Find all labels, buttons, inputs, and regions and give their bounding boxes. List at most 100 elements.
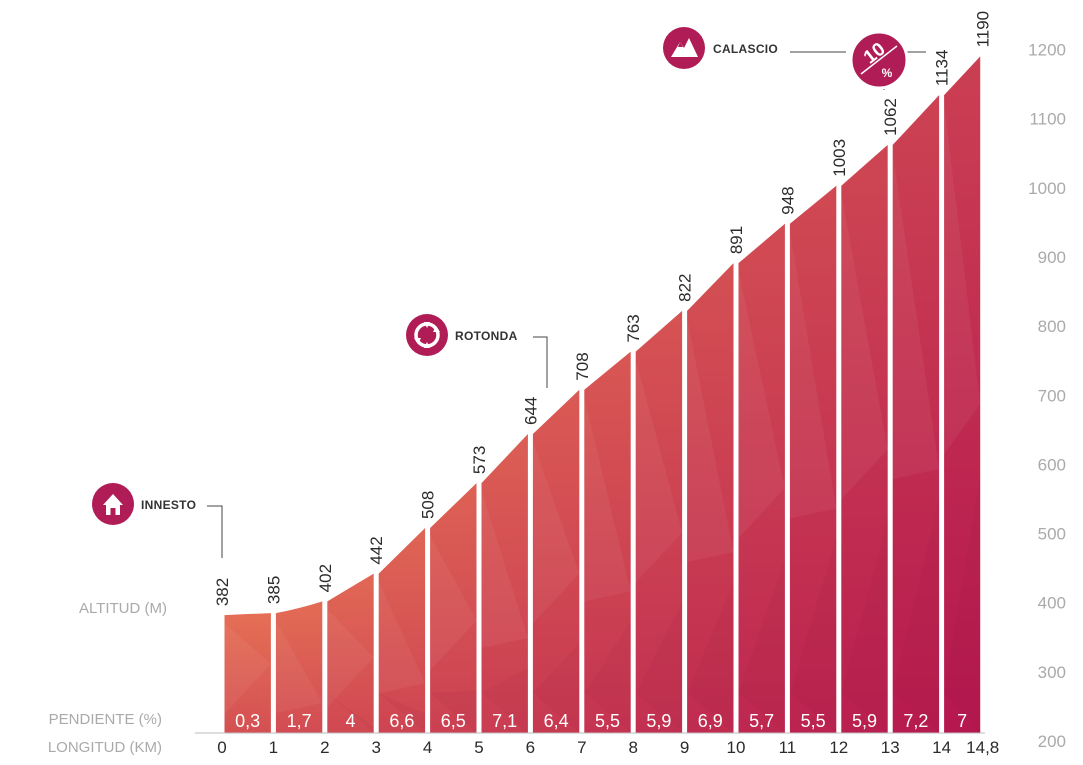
altitude-label: 708 [573,352,592,380]
segment-facet [738,271,785,539]
segment-facet [378,581,426,694]
house-icon [92,483,134,525]
slope-label: 1,7 [287,711,312,731]
segment-facet [841,519,888,733]
max-gradient-badge: 10 % [849,30,909,90]
mountain-icon [663,27,705,69]
altitude-label: 1062 [881,98,900,136]
segment-facet [892,152,940,479]
profile-segment [892,95,940,734]
x-axis-ticks: 0 1 2 3 4 5 6 7 8 9 10 11 12 13 14 14,8 [217,738,999,757]
badge-unit: % [882,66,893,80]
poi-calascio: CALASCIO 10 % [663,27,926,90]
x-tick-label: 6 [526,738,535,757]
segment-facet [789,231,837,519]
row-label-altitude: ALTITUD (M) [79,600,167,617]
profile-segment [224,613,271,733]
segment-facet [738,558,785,733]
altitude-label: 891 [727,226,746,254]
y-tick-label: 200 [1038,732,1066,751]
x-tick-label: 11 [779,738,797,757]
segment-facet [841,193,888,500]
altitude-label: 573 [470,446,489,474]
y-tick-label: 400 [1038,594,1066,613]
slope-label: 7 [957,711,967,731]
profile-facets [224,103,981,735]
y-tick-label: 900 [1038,248,1066,267]
segment-facet [532,643,580,733]
y-tick-label: 600 [1038,455,1066,474]
segment-facet [944,474,981,733]
profile-segment [532,389,580,733]
poi-innesto: INNESTO [92,483,223,558]
y-axis-ticks: 200 300 400 500 600 700 800 900 1000 1100 1200 [1028,41,1066,752]
slope-label: 7,2 [903,711,928,731]
x-tick-label: 2 [320,738,329,757]
x-tick-label: 12 [829,738,848,757]
profile-segment [687,263,734,733]
y-tick-label: 500 [1038,525,1066,544]
x-tick-label: 9 [680,738,689,757]
segment-facet [944,103,981,455]
y-tick-label: 1200 [1028,41,1066,60]
segment-facet [481,668,528,733]
x-tick-label: 13 [881,738,900,757]
segment-facet [635,359,683,583]
altitude-label: 1190 [974,11,993,48]
slope-label: 5,7 [749,711,774,731]
y-tick-label: 1100 [1029,110,1066,129]
segment-facet [687,318,734,562]
y-tick-label: 300 [1038,663,1066,682]
segment-facet [635,602,683,733]
y-tick-label: 800 [1038,317,1066,336]
slope-label: 7,1 [492,711,517,731]
profile-segment [327,573,374,733]
profile-segment [378,528,426,733]
profile-segment [789,185,837,734]
segment-facet [481,491,528,649]
segment-facet [275,621,323,714]
profile-segment [738,223,785,733]
x-tick-label: 14,8 [966,738,999,757]
y-tick-label: 700 [1038,386,1066,405]
altitude-label: 822 [676,274,695,302]
slope-label: 4 [345,711,355,731]
segment-facet [430,690,477,733]
slope-labels: 0,3 1,7 4 6,6 6,5 7,1 6,4 5,5 5,9 6,9 5,7 5,5 5,9 7,2… [235,711,967,731]
slope-label: 5,9 [852,711,877,731]
x-tick-label: 10 [727,738,746,757]
altitude-label: 644 [521,397,540,425]
slope-label: 5,5 [801,711,826,731]
x-tick-label: 0 [217,738,226,757]
altitude-label: 1003 [830,139,849,177]
altitude-label: 385 [264,576,283,604]
segment-facet [327,693,374,733]
roundabout-icon [406,314,448,356]
slope-label: 6,5 [441,711,466,731]
segment-facet [584,621,631,733]
row-label-length: LONGITUD (KM) [48,739,162,756]
profile-segment [275,601,323,733]
profile-segment [430,483,477,733]
segment-facet [430,536,477,671]
slope-label: 6,6 [389,711,414,731]
altitude-label: 382 [213,578,232,606]
segment-facet [224,623,271,715]
x-tick-label: 1 [269,738,278,757]
slope-label: 5,5 [595,711,620,731]
altitude-label: 508 [419,491,438,519]
segment-facet [327,609,374,708]
profile-segment [635,310,683,733]
altitude-label: 402 [316,564,335,592]
row-label-slope: PENDIENTE (%) [49,711,162,728]
segment-facet [275,693,323,734]
altitude-label: 442 [367,536,386,564]
profile-segment [944,56,981,734]
poi-rotonda-leader [533,336,548,388]
segment-facet [892,498,940,733]
poi-innesto-leader [207,505,223,558]
segment-facet [378,693,426,733]
altitude-label: 763 [624,314,643,342]
profile-segment [584,351,631,733]
